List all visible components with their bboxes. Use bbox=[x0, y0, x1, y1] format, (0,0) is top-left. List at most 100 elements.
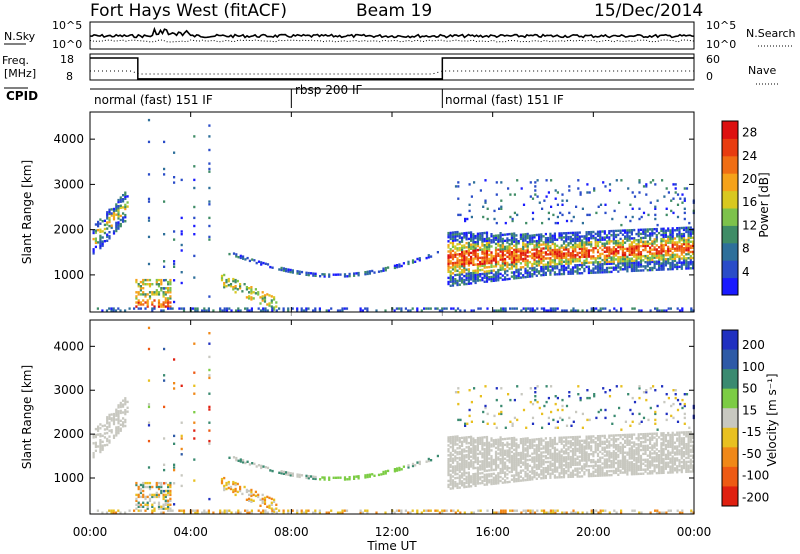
power-echo bbox=[533, 256, 536, 259]
power-echo bbox=[499, 238, 502, 241]
power-echo bbox=[542, 267, 545, 270]
velocity-echo bbox=[458, 470, 461, 473]
power-echo bbox=[494, 275, 498, 278]
velocity-echo bbox=[261, 493, 264, 497]
power-echo bbox=[528, 271, 532, 274]
power-echo bbox=[411, 259, 415, 262]
velocity-echo bbox=[494, 452, 498, 455]
velocity-echo bbox=[676, 471, 679, 474]
velocity-echo bbox=[501, 445, 504, 449]
velocity-echo bbox=[506, 481, 509, 484]
power-echo bbox=[542, 255, 545, 258]
velocity-echo bbox=[574, 459, 577, 462]
power-echo bbox=[454, 282, 457, 285]
velocity-echo bbox=[669, 471, 672, 474]
velocity-echo bbox=[458, 437, 461, 440]
velocity-echo bbox=[124, 412, 127, 416]
power-echo bbox=[558, 248, 561, 251]
velocity-echo bbox=[492, 458, 495, 462]
power-echo bbox=[458, 275, 461, 278]
velocity-echo bbox=[649, 436, 652, 439]
velocity-echo bbox=[660, 471, 663, 475]
power-echo bbox=[576, 239, 579, 242]
velocity-echo bbox=[671, 431, 674, 435]
power-echo bbox=[153, 291, 156, 294]
power-echo bbox=[550, 179, 553, 182]
power-echo bbox=[533, 254, 536, 257]
velocity-echo bbox=[587, 465, 590, 468]
velocity-echo bbox=[540, 451, 543, 454]
power-echo bbox=[540, 237, 543, 240]
power-echo bbox=[147, 197, 151, 201]
velocity-echo bbox=[472, 457, 475, 460]
velocity-echo bbox=[463, 466, 466, 469]
velocity-echo bbox=[655, 466, 658, 469]
velocity-echo bbox=[488, 461, 491, 464]
power-echo bbox=[232, 288, 235, 291]
power-echo bbox=[457, 185, 460, 188]
velocity-echo bbox=[567, 436, 570, 439]
power-echo bbox=[673, 255, 677, 258]
velocity-echo bbox=[250, 490, 253, 494]
power-echo bbox=[148, 297, 152, 300]
power-echo bbox=[596, 250, 600, 254]
power-echo bbox=[646, 230, 649, 233]
power-echo bbox=[540, 261, 543, 265]
power-echo bbox=[515, 240, 518, 243]
power-echo bbox=[526, 245, 529, 248]
power-echo bbox=[447, 258, 450, 261]
power-echo bbox=[445, 307, 448, 310]
velocity-echo bbox=[456, 443, 459, 446]
velocity-echo bbox=[456, 437, 459, 440]
power-echo bbox=[447, 276, 450, 280]
velocity-echo bbox=[644, 450, 647, 454]
velocity-echo bbox=[671, 437, 674, 440]
power-echo bbox=[535, 242, 538, 245]
power-echo bbox=[361, 309, 364, 312]
velocity-echo bbox=[538, 461, 541, 464]
velocity-data bbox=[92, 326, 695, 514]
velocity-echo bbox=[571, 461, 575, 465]
power-echo bbox=[654, 183, 657, 186]
power-echo bbox=[615, 264, 618, 267]
power-echo bbox=[583, 243, 586, 246]
power-echo bbox=[644, 267, 647, 270]
power-echo bbox=[626, 263, 629, 267]
power-echo bbox=[429, 307, 432, 310]
power-echo bbox=[663, 195, 666, 198]
power-echo bbox=[467, 282, 470, 285]
power-echo bbox=[481, 268, 484, 272]
velocity-echo bbox=[449, 440, 452, 443]
velocity-echo bbox=[538, 447, 541, 451]
velocity-echo bbox=[626, 467, 629, 470]
power-echo bbox=[644, 265, 647, 268]
power-echo bbox=[653, 266, 656, 270]
velocity-echo bbox=[662, 469, 665, 472]
power-echo bbox=[119, 198, 122, 201]
power-echo bbox=[470, 251, 473, 255]
power-echo bbox=[664, 235, 667, 238]
power-echo bbox=[605, 246, 609, 249]
power-echo bbox=[567, 252, 570, 255]
power-echo bbox=[603, 250, 606, 253]
velocity-echo bbox=[476, 452, 479, 456]
power-echo bbox=[173, 260, 176, 263]
velocity-echo bbox=[583, 453, 586, 456]
velocity-echo bbox=[479, 440, 482, 443]
power-echo bbox=[678, 259, 681, 262]
power-echo bbox=[574, 243, 577, 247]
velocity-echo bbox=[560, 456, 563, 459]
velocity-echo bbox=[106, 427, 109, 431]
power-echo bbox=[621, 241, 624, 244]
power-echo bbox=[517, 256, 520, 259]
power-echo bbox=[689, 259, 692, 262]
velocity-echo bbox=[481, 452, 484, 455]
power-echo bbox=[594, 236, 597, 240]
velocity-echo bbox=[687, 438, 690, 442]
power-echo bbox=[524, 251, 527, 254]
velocity-echo bbox=[560, 472, 563, 475]
power-echo bbox=[474, 236, 477, 240]
velocity-echo bbox=[499, 442, 502, 445]
velocity-echo bbox=[366, 473, 369, 477]
power-echo bbox=[577, 187, 580, 190]
